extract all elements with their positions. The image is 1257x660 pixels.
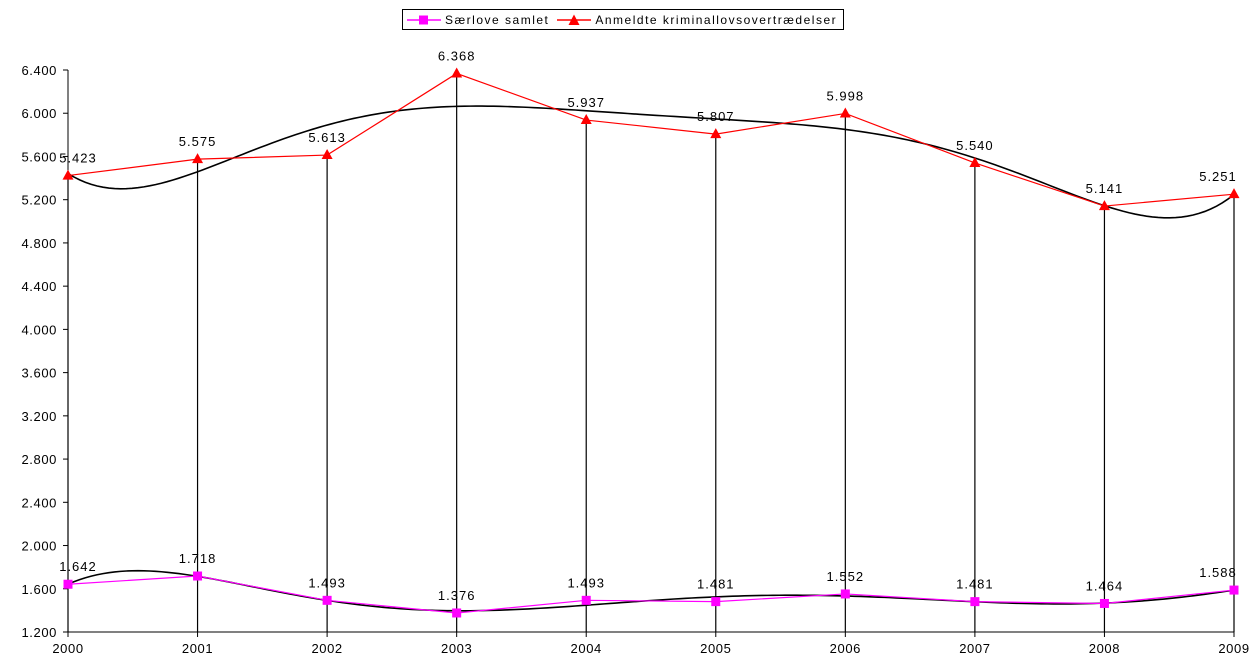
point-marker (969, 156, 981, 167)
data-label: 5.540 (956, 138, 994, 153)
x-tick-label: 2005 (700, 641, 731, 656)
point-marker (1098, 200, 1110, 211)
point-marker (711, 597, 721, 607)
data-label: 6.368 (438, 48, 476, 63)
legend: Særlove samlet Anmeldte kriminallovsover… (402, 9, 845, 30)
point-marker (839, 107, 851, 118)
legend-label-saerlove: Særlove samlet (445, 12, 550, 27)
point-marker (1099, 598, 1109, 608)
drop-lines (67, 73, 1235, 632)
y-tick-label: 3.200 (21, 409, 57, 424)
x-tick-label: 2003 (441, 641, 472, 656)
data-label: 1.718 (179, 551, 217, 566)
point-marker (452, 608, 462, 618)
y-tick-label: 2.000 (21, 539, 57, 554)
legend-label-anmeldte: Anmeldte kriminallovsovertrædelser (595, 12, 838, 27)
series-markers (62, 67, 1240, 618)
x-tick-label: 2000 (52, 641, 83, 656)
point-marker (321, 149, 333, 160)
point-marker (192, 153, 204, 164)
data-label: 1.552 (827, 569, 865, 584)
data-label: 5.998 (827, 88, 865, 103)
point-marker (193, 571, 203, 581)
series-line-0 (67, 575, 1235, 614)
point-marker (1229, 585, 1239, 595)
y-tick-label: 5.200 (21, 193, 57, 208)
y-tick-label: 4.400 (21, 279, 57, 294)
x-tick-label: 2001 (182, 641, 213, 656)
data-label: 1.493 (567, 575, 605, 590)
legend-swatch-triangle-icon (557, 14, 592, 25)
data-labels: 1.642 1.718 1.493 1.376 1.493 1.481 1.552 1.481… (59, 48, 1237, 603)
data-label: 5.251 (1199, 169, 1237, 184)
y-tick-label: 3.600 (21, 366, 57, 381)
data-label: 1.464 (1086, 578, 1124, 593)
data-label: 1.376 (438, 588, 476, 603)
series-lines (67, 72, 1235, 614)
y-tick-label: 1.600 (21, 582, 57, 597)
data-label: 1.481 (697, 577, 735, 592)
point-marker (62, 169, 74, 180)
data-label: 5.141 (1086, 181, 1124, 196)
data-label: 5.807 (697, 109, 735, 124)
y-tick-label: 2.800 (21, 452, 57, 467)
data-label: 5.575 (179, 134, 217, 149)
y-tick-label: 4.800 (21, 236, 57, 251)
point-marker (580, 114, 592, 125)
x-tick-label: 2007 (959, 641, 990, 656)
legend-swatch-square-icon (407, 15, 441, 24)
trendline-series-1 (67, 105, 1235, 219)
data-label: 5.937 (567, 95, 605, 110)
trendline-series-0 (67, 569, 1235, 612)
y-tick-label: 4.000 (21, 322, 57, 337)
y-tick-label: 2.400 (21, 495, 57, 510)
point-marker (840, 589, 850, 599)
legend-item-anmeldte: Anmeldte kriminallovsovertrædelser (557, 13, 837, 27)
point-marker (63, 579, 73, 589)
x-tick-label: 2004 (571, 641, 602, 656)
y-tick-label: 5.600 (21, 149, 57, 164)
point-marker (322, 595, 332, 605)
x-tick-label: 2009 (1218, 641, 1249, 656)
point-marker (581, 595, 591, 605)
point-marker (710, 128, 722, 139)
data-label: 1.493 (308, 575, 346, 590)
axes: 1.200 1.600 2.000 2.400 2.800 3.200 3.600 4.000… (21, 63, 1249, 656)
data-label: 1.481 (956, 577, 994, 592)
y-tick-label: 6.400 (21, 63, 57, 78)
legend-item-saerlove: Særlove samlet (407, 13, 549, 27)
point-marker (970, 597, 980, 607)
point-marker (1228, 188, 1240, 199)
y-tick-label: 6.000 (21, 106, 57, 121)
point-marker (451, 67, 463, 78)
data-label: 5.613 (308, 130, 346, 145)
data-label: 1.588 (1199, 565, 1237, 580)
data-label: 1.642 (59, 559, 97, 574)
x-tick-label: 2006 (830, 641, 861, 656)
data-label: 5.423 (59, 151, 97, 166)
series-line-1 (67, 72, 1235, 207)
trendlines (67, 105, 1235, 612)
x-tick-label: 2008 (1089, 641, 1120, 656)
y-tick-label: 1.200 (21, 625, 57, 640)
x-tick-label: 2002 (311, 641, 342, 656)
